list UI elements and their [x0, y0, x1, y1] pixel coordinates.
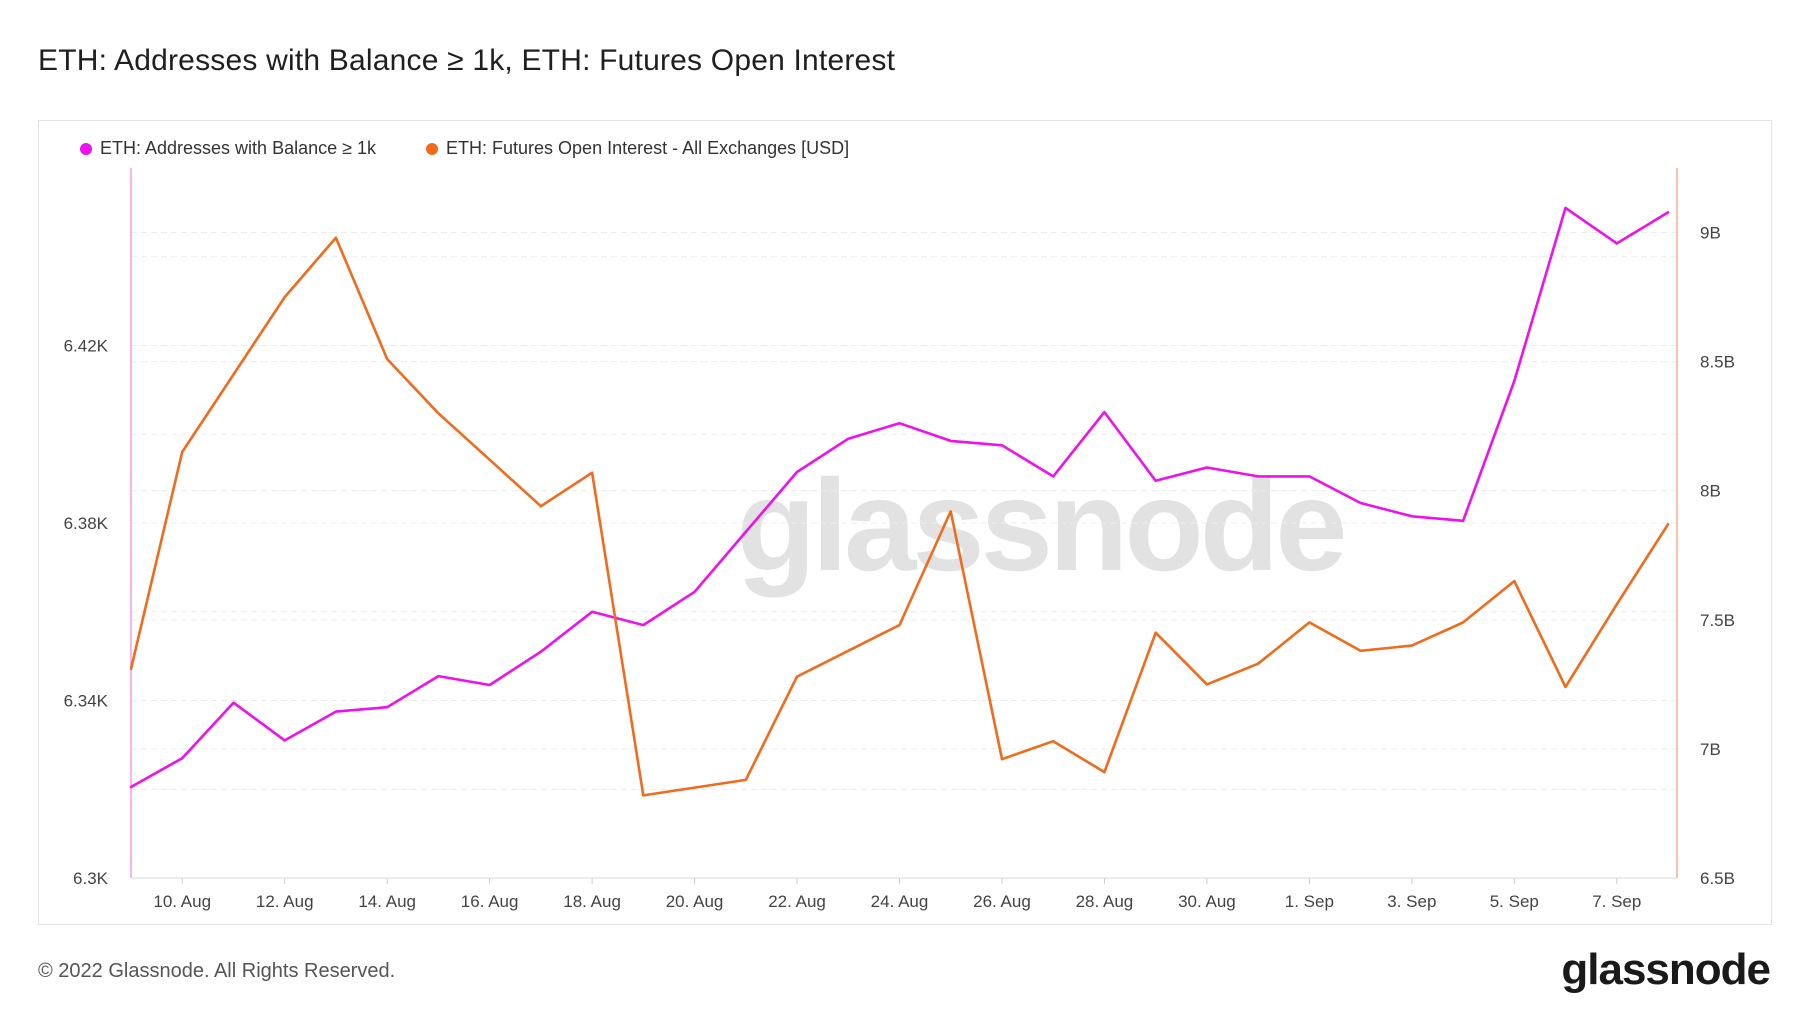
left-tick-label: 6.3K [73, 869, 109, 888]
legend-dot-addresses [80, 142, 92, 155]
x-axis-ticks: 10. Aug 12. Aug 14. Aug 16. Aug 18. Aug 20. A… [131, 877, 1677, 911]
right-tick-label: 8.5B [1700, 353, 1735, 372]
x-tick-label: 22. Aug [768, 892, 826, 911]
left-tick-label: 6.34K [64, 692, 109, 711]
glassnode-logo[interactable]: glassnode [1561, 945, 1771, 994]
legend-dot-open-interest [426, 142, 439, 155]
left-tick-label: 6.38K [64, 514, 109, 533]
right-tick-label: 9B [1700, 224, 1721, 243]
right-tick-label: 6.5B [1700, 869, 1735, 888]
right-tick-label: 7.5B [1700, 611, 1735, 630]
legend-label-open-interest: ETH: Futures Open Interest - All Exchang… [446, 138, 850, 158]
x-tick-label: 1. Sep [1285, 892, 1334, 911]
chart-frame [38, 120, 1772, 925]
right-tick-label: 8B [1700, 482, 1721, 501]
x-tick-label: 14. Aug [358, 892, 416, 911]
left-tick-label: 6.42K [64, 337, 109, 356]
x-tick-label: 5. Sep [1490, 892, 1539, 911]
x-tick-label: 7. Sep [1592, 892, 1641, 911]
x-tick-label: 20. Aug [666, 892, 724, 911]
x-tick-label: 10. Aug [153, 892, 211, 911]
x-tick-label: 16. Aug [461, 892, 519, 911]
series-layer [129, 206, 1670, 797]
legend-item-addresses[interactable]: ETH: Addresses with Balance ≥ 1k [80, 138, 376, 159]
copyright-text: © 2022 Glassnode. All Rights Reserved. [38, 960, 396, 982]
legend-item-open-interest[interactable]: ETH: Futures Open Interest - All Exchang… [426, 138, 849, 159]
right-tick-label: 7B [1700, 740, 1721, 759]
x-tick-label: 3. Sep [1387, 892, 1436, 911]
series-line-open-interest [129, 236, 1670, 797]
legend-label-addresses: ETH: Addresses with Balance ≥ 1k [100, 138, 377, 158]
watermark: glassnode [737, 452, 1344, 598]
legend: ETH: Addresses with Balance ≥ 1k ETH: Fu… [80, 138, 849, 159]
x-tick-label: 18. Aug [563, 892, 621, 911]
x-tick-label: 24. Aug [871, 892, 929, 911]
x-tick-label: 12. Aug [256, 892, 314, 911]
x-tick-label: 26. Aug [973, 892, 1031, 911]
page-title: ETH: Addresses with Balance ≥ 1k, ETH: F… [38, 44, 896, 77]
x-tick-label: 30. Aug [1178, 892, 1236, 911]
left-axis-ticks: 6.3K 6.34K 6.38K 6.42K [64, 337, 109, 889]
right-axis-ticks: 6.5B 7B 7.5B 8B 8.5B 9B [1700, 224, 1735, 888]
series-line-addresses [129, 206, 1670, 789]
x-tick-label: 28. Aug [1076, 892, 1134, 911]
